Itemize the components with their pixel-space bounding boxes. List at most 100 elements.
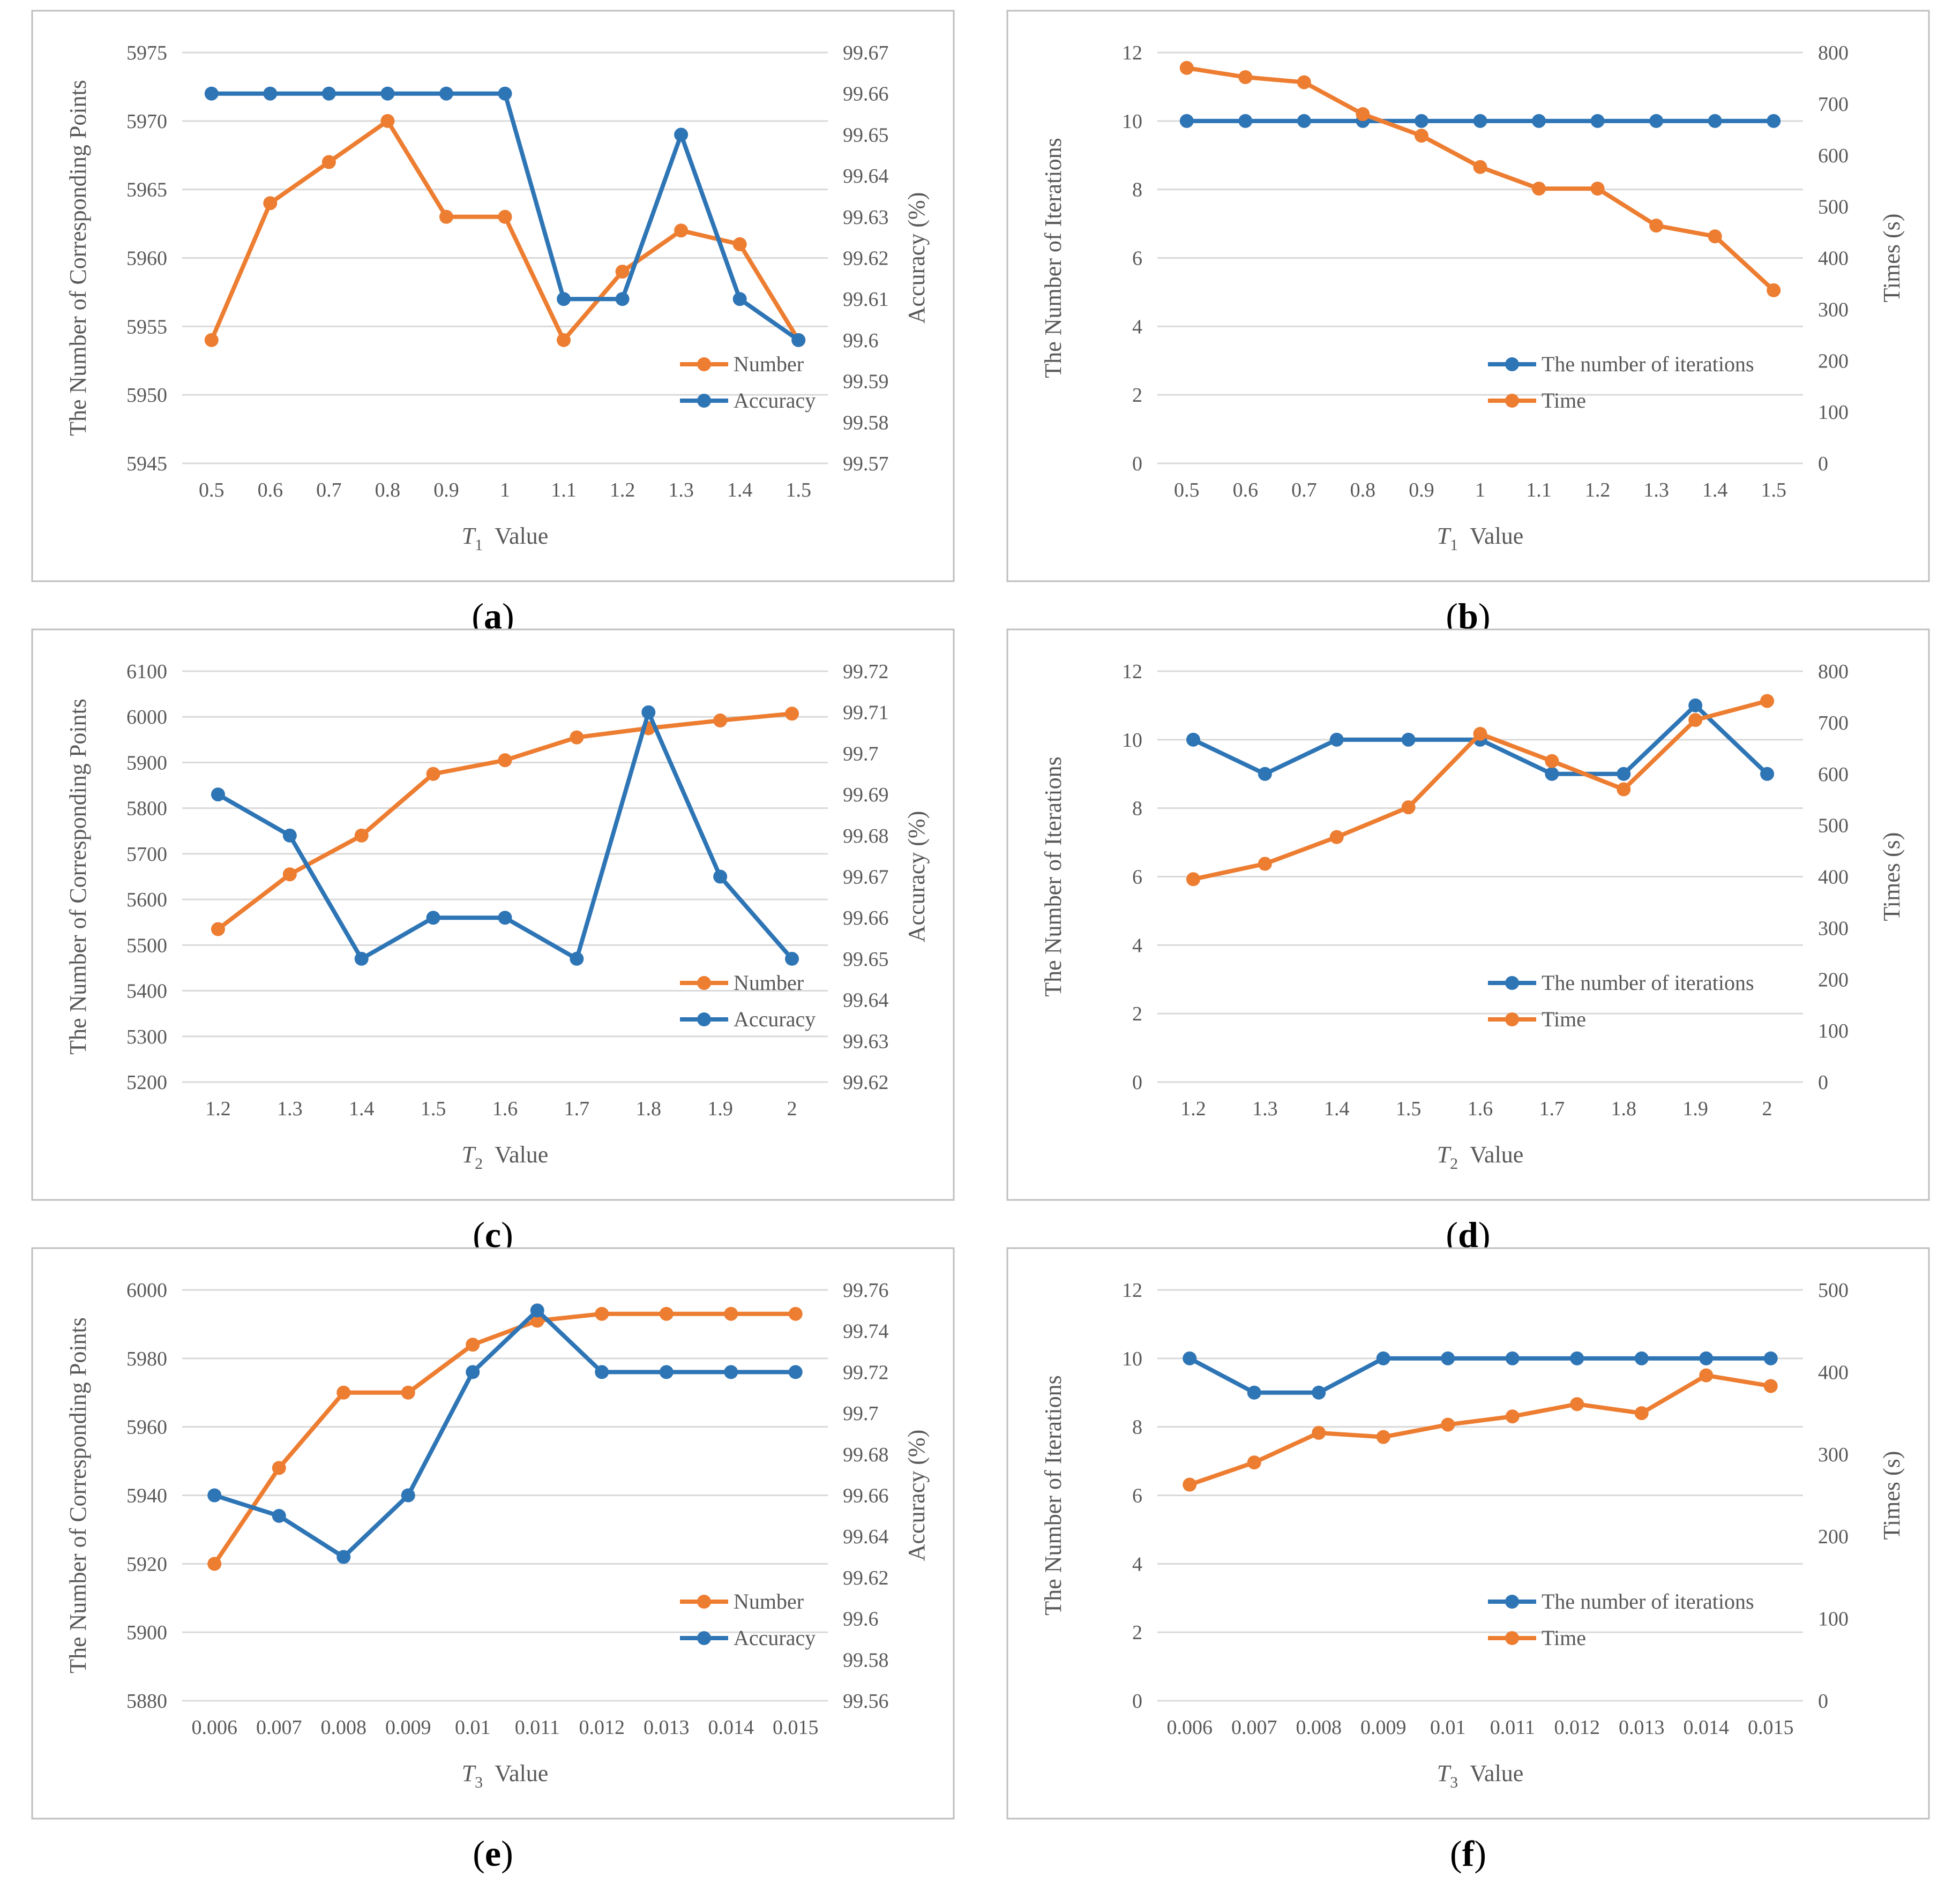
y2-tick-label: 500 <box>1818 1279 1849 1302</box>
series-1-point <box>272 1508 286 1523</box>
legend-label: Time <box>1542 1007 1586 1031</box>
y2-axis-label: Times (s) <box>1879 1451 1905 1540</box>
chart-panel-d: 0 2 4 6 8 10 12 0 100 200 300 400 500 600 700 800 1.2 1.3… <box>1006 628 1930 1201</box>
x-tick-label: 1.2 <box>610 479 635 501</box>
x-tick-label: 1.5 <box>1761 479 1786 501</box>
x-tick-label: 1.5 <box>786 479 811 501</box>
x-axis-rest: Value <box>495 523 548 549</box>
series-1-point <box>1356 107 1370 122</box>
y2-tick-label: 300 <box>1818 917 1849 940</box>
series-0-point <box>1505 1351 1520 1365</box>
series-1-point <box>1708 229 1722 244</box>
legend-label: Number <box>734 352 804 376</box>
y2-tick-label: 0 <box>1818 1071 1828 1094</box>
series-1-point <box>724 1365 738 1379</box>
y2-tick-label: 99.58 <box>843 1649 889 1671</box>
series-1-point <box>321 86 336 101</box>
series-0-point <box>1617 767 1631 781</box>
x-tick-label: 1.5 <box>421 1098 446 1120</box>
y2-tick-label: 99.68 <box>843 825 889 847</box>
y2-tick-label: 99.62 <box>843 247 889 270</box>
series-0-point <box>321 155 336 169</box>
series-0-point <box>1312 1385 1326 1400</box>
y-tick-label: 2 <box>1132 384 1142 407</box>
series-1-point <box>1247 1455 1261 1470</box>
x-tick-label: 1.3 <box>668 479 694 501</box>
x-tick-label: 1.4 <box>1702 479 1728 501</box>
series-0-point <box>1649 114 1664 128</box>
x-axis-subscript: 2 <box>1450 1155 1458 1173</box>
legend-swatch-marker <box>1505 357 1519 371</box>
x-axis-symbol: T <box>462 523 477 549</box>
legend-label: Accuracy <box>734 1007 816 1031</box>
x-axis-subscript: 1 <box>475 536 483 554</box>
y-tick-label: 6 <box>1132 1485 1142 1507</box>
x-tick-label: 1.9 <box>1682 1098 1708 1120</box>
series-1-point <box>674 127 689 142</box>
series-1-point <box>1297 75 1311 89</box>
series-1-point <box>1760 694 1775 708</box>
series-0-point <box>1258 767 1272 781</box>
series-0-point <box>1760 767 1775 781</box>
y2-tick-label: 99.56 <box>843 1690 889 1713</box>
y-tick-label: 8 <box>1132 1416 1142 1439</box>
x-tick-label: 2 <box>787 1098 797 1120</box>
x-axis-rest: Value <box>495 1760 548 1786</box>
y2-tick-label: 99.66 <box>843 83 889 106</box>
series-1-point <box>439 86 453 101</box>
legend-label: The number of iterations <box>1542 971 1754 995</box>
series-0-point <box>466 1338 480 1352</box>
y-tick-label: 10 <box>1122 1348 1142 1370</box>
x-tick-label: 1.4 <box>349 1098 375 1120</box>
x-axis-subscript: 3 <box>475 1774 483 1791</box>
y-tick-label: 5920 <box>126 1553 167 1575</box>
y2-tick-label: 300 <box>1818 298 1849 321</box>
series-1-point <box>1473 160 1487 174</box>
series-0-point <box>1401 732 1416 747</box>
chart-panel-b: 0 2 4 6 8 10 12 0 100 200 300 400 500 600 700 800 0.5 0.6… <box>1006 10 1930 582</box>
y2-tick-label: 99.6 <box>843 1608 879 1631</box>
series-0-point <box>1414 114 1428 128</box>
y2-tick-label: 99.65 <box>843 124 889 146</box>
series-0-point <box>263 196 278 211</box>
series-0-point <box>498 209 512 224</box>
y-tick-label: 0 <box>1132 1071 1142 1094</box>
x-tick-label: 0.5 <box>1174 479 1200 501</box>
series-0-point <box>1634 1351 1649 1365</box>
y-tick-label: 10 <box>1122 110 1142 133</box>
legend-label: Number <box>734 971 804 995</box>
series-1-point <box>1545 754 1559 768</box>
series-1-point <box>401 1488 415 1503</box>
y-tick-label: 5200 <box>126 1071 167 1094</box>
series-0-point <box>674 223 689 238</box>
legend-swatch-marker <box>1505 394 1519 408</box>
y2-tick-label: 99.74 <box>843 1320 889 1343</box>
legend-label: The number of iterations <box>1542 352 1754 376</box>
chart-panel-f: 0 2 4 6 8 10 12 0 100 200 300 400 500 0.006 0.007 0.008… <box>1006 1247 1930 1820</box>
legend-swatch-marker <box>697 1012 711 1026</box>
panel-label-close: ) <box>1478 1214 1491 1255</box>
x-tick-label: 0.006 <box>192 1716 238 1739</box>
y2-tick-label: 99.64 <box>843 165 889 187</box>
y-tick-label: 8 <box>1132 179 1142 201</box>
y2-tick-label: 500 <box>1818 196 1849 219</box>
y2-tick-label: 99.64 <box>843 1526 889 1548</box>
x-tick-label: 0.9 <box>1409 479 1434 501</box>
y2-tick-label: 400 <box>1818 1361 1849 1384</box>
x-tick-label: 0.7 <box>1291 479 1317 501</box>
x-tick-label: 1.4 <box>727 479 753 501</box>
x-tick-label: 0.013 <box>644 1716 690 1739</box>
chart-frame <box>1006 628 1930 1201</box>
series-0-point <box>1570 1351 1584 1365</box>
x-axis-label: T2 Value <box>1437 1142 1524 1173</box>
series-1-point <box>1505 1409 1520 1424</box>
y2-tick-label: 700 <box>1818 93 1849 116</box>
y-tick-label: 5300 <box>126 1026 167 1048</box>
y2-tick-label: 100 <box>1818 1608 1849 1631</box>
x-tick-label: 0.011 <box>1490 1716 1535 1739</box>
y-axis-label: The Number of Iterations <box>1040 138 1066 378</box>
panel-label-close: ) <box>502 596 514 636</box>
y2-axis-label: Times (s) <box>1879 214 1905 303</box>
y-tick-label: 4 <box>1132 316 1142 338</box>
panel-label-close: ) <box>501 1833 513 1874</box>
